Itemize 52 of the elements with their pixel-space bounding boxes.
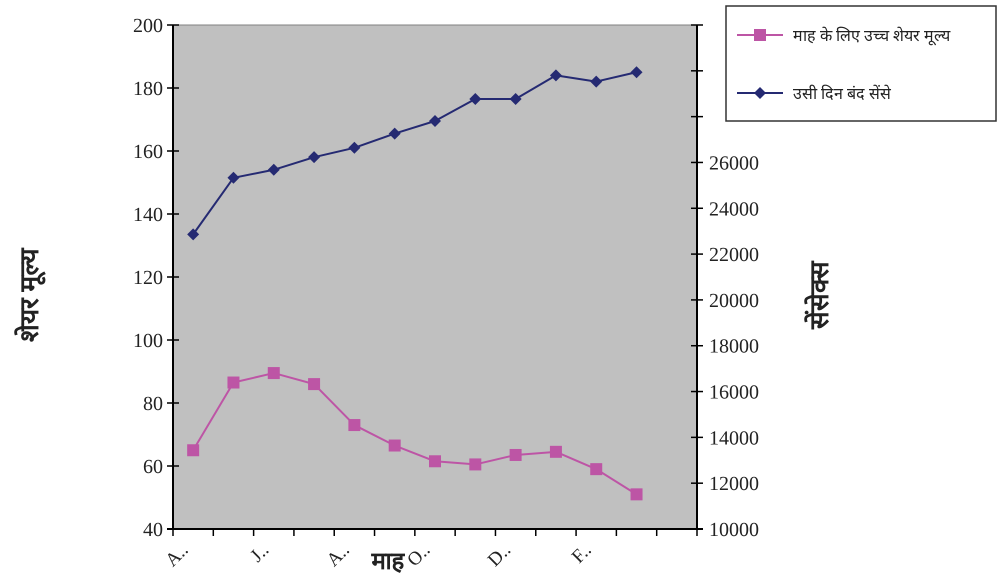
point bbox=[187, 444, 200, 456]
y-tick-label: 120 bbox=[133, 267, 163, 289]
y2-tick-label: 20000 bbox=[709, 290, 759, 312]
x-tick-label: A.. bbox=[161, 540, 193, 571]
point bbox=[429, 114, 441, 127]
y-tick-label: 200 bbox=[133, 15, 163, 37]
point bbox=[429, 455, 441, 468]
point bbox=[227, 172, 240, 184]
point bbox=[510, 92, 522, 105]
point bbox=[590, 463, 602, 476]
x-axis-title: माह bbox=[370, 549, 406, 575]
y-tick-label: 60 bbox=[143, 456, 163, 478]
y-tick-label: 180 bbox=[133, 78, 163, 100]
y2-tick-label: 14000 bbox=[709, 427, 759, 450]
point bbox=[469, 92, 482, 105]
x-tick-label: A.. bbox=[322, 540, 354, 571]
x-tick-label: D.. bbox=[484, 540, 516, 571]
point bbox=[308, 151, 320, 164]
point bbox=[348, 142, 360, 154]
point bbox=[550, 69, 562, 82]
legend-label: उसी दिन बंद सेंसे bbox=[793, 84, 892, 103]
y2-tick-label: 24000 bbox=[709, 198, 759, 220]
y2-tick-label: 10000 bbox=[709, 519, 759, 541]
point bbox=[510, 448, 522, 461]
x-tick-label: F.. bbox=[568, 540, 596, 568]
point bbox=[630, 488, 643, 500]
point bbox=[268, 367, 280, 380]
point bbox=[469, 458, 482, 470]
legend-label: माह के लिए उच्च शेयर मूल्य bbox=[793, 26, 951, 46]
y-tick-label: 80 bbox=[143, 393, 163, 415]
point bbox=[227, 376, 240, 389]
point bbox=[590, 76, 602, 88]
y2-tick-label: 16000 bbox=[709, 382, 759, 404]
y-tick-label: 40 bbox=[143, 519, 163, 541]
x-tick-label: J.. bbox=[246, 540, 274, 566]
point bbox=[348, 419, 360, 432]
y2-tick-label: 26000 bbox=[709, 152, 759, 174]
point bbox=[308, 378, 320, 390]
y-tick-label: 160 bbox=[133, 141, 163, 163]
y2-tick-label: 12000 bbox=[709, 473, 759, 496]
y-tick-label: 100 bbox=[133, 330, 163, 352]
point bbox=[388, 440, 401, 452]
y-tick-label: 140 bbox=[133, 204, 163, 226]
point bbox=[388, 128, 401, 140]
point bbox=[550, 446, 562, 458]
y-axis-title: शेयर मूल्य bbox=[14, 247, 46, 342]
point bbox=[268, 164, 280, 176]
y2-tick-label: 22000 bbox=[709, 244, 759, 266]
y2-tick-label: 18000 bbox=[709, 336, 759, 358]
y2-axis-title: सेंसेक्स bbox=[804, 260, 834, 330]
point bbox=[187, 228, 200, 240]
point bbox=[630, 66, 643, 78]
